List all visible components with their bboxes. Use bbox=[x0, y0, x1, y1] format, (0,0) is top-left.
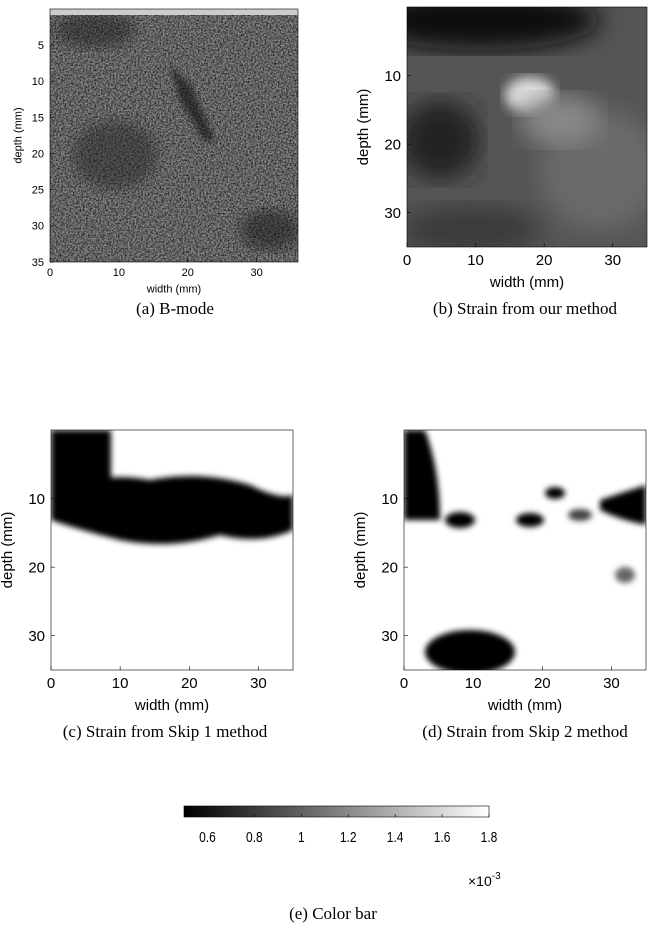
caption: (e) Color bar bbox=[289, 904, 377, 923]
y-axis-label: depth (mm) bbox=[352, 512, 369, 589]
x-tick-label: 0 bbox=[400, 675, 408, 692]
colorbar-tick-label: 1.2 bbox=[340, 829, 357, 846]
x-tick-label: 20 bbox=[181, 675, 198, 692]
y-tick-label: 20 bbox=[381, 559, 398, 576]
y-tick-label: 35 bbox=[32, 257, 44, 269]
y-tick-label: 30 bbox=[381, 628, 398, 645]
x-tick-label: 30 bbox=[604, 252, 621, 269]
colorbar-tick-label: 0.8 bbox=[246, 829, 263, 846]
y-axis-label: depth (mm) bbox=[12, 107, 24, 163]
y-tick-label: 10 bbox=[384, 68, 401, 85]
y-tick-label: 10 bbox=[381, 491, 398, 508]
x-tick-label: 10 bbox=[113, 267, 125, 279]
x-axis-label: width (mm) bbox=[487, 697, 562, 714]
y-axis-label: depth (mm) bbox=[355, 89, 372, 166]
caption: (b) Strain from our method bbox=[433, 299, 618, 318]
y-tick-label: 10 bbox=[32, 76, 44, 88]
axes-frame bbox=[403, 429, 647, 671]
caption: (d) Strain from Skip 2 method bbox=[422, 722, 628, 741]
y-tick-label: 10 bbox=[28, 491, 45, 508]
x-axis-label: width (mm) bbox=[134, 697, 209, 714]
x-axis-label: width (mm) bbox=[146, 283, 201, 295]
caption: (a) B-mode bbox=[136, 299, 214, 318]
axes-frame bbox=[49, 8, 299, 263]
y-tick-label: 5 bbox=[38, 40, 44, 52]
exponent: -3 bbox=[492, 871, 501, 882]
x-tick-label: 0 bbox=[47, 675, 55, 692]
colorbar-tick-label: 0.6 bbox=[199, 829, 216, 846]
colorbar-tick-label: 1.4 bbox=[387, 829, 404, 846]
colorbar-multiplier: ×10-3 bbox=[468, 871, 501, 889]
bmode-image bbox=[50, 9, 298, 262]
strain-image-skip2 bbox=[404, 430, 646, 670]
y-tick-label: 30 bbox=[384, 205, 401, 222]
y-tick-label: 20 bbox=[384, 136, 401, 153]
caption: (c) Strain from Skip 1 method bbox=[63, 722, 268, 741]
y-tick-label: 20 bbox=[32, 148, 44, 160]
strain-image-skip1 bbox=[51, 430, 293, 670]
x-tick-label: 10 bbox=[467, 252, 484, 269]
colorbar-tick-label: 1 bbox=[298, 829, 305, 846]
strain-image-ours bbox=[407, 7, 647, 247]
y-tick-label: 15 bbox=[32, 112, 44, 124]
x-tick-label: 20 bbox=[536, 252, 553, 269]
colorbar-tick-label: 1.8 bbox=[481, 829, 498, 846]
x-tick-label: 20 bbox=[534, 675, 551, 692]
y-axis-label: depth (mm) bbox=[0, 512, 16, 589]
y-tick-label: 30 bbox=[28, 628, 45, 645]
colorbar-tick-label: 1.6 bbox=[434, 829, 451, 846]
x-tick-label: 30 bbox=[250, 675, 267, 692]
y-tick-label: 25 bbox=[32, 185, 44, 197]
y-tick-label: 20 bbox=[28, 559, 45, 576]
x-tick-label: 10 bbox=[465, 675, 482, 692]
x-tick-label: 10 bbox=[112, 675, 129, 692]
x-tick-label: 30 bbox=[251, 267, 263, 279]
axes-frame bbox=[406, 6, 648, 248]
x-tick-label: 0 bbox=[47, 267, 53, 279]
multiplier: ×10 bbox=[468, 873, 492, 889]
x-axis-label: width (mm) bbox=[489, 274, 564, 291]
x-tick-label: 0 bbox=[403, 252, 411, 269]
axes-frame bbox=[50, 429, 294, 671]
x-tick-label: 30 bbox=[603, 675, 620, 692]
y-tick-label: 30 bbox=[32, 221, 44, 233]
x-tick-label: 20 bbox=[182, 267, 194, 279]
colorbar bbox=[183, 805, 490, 818]
